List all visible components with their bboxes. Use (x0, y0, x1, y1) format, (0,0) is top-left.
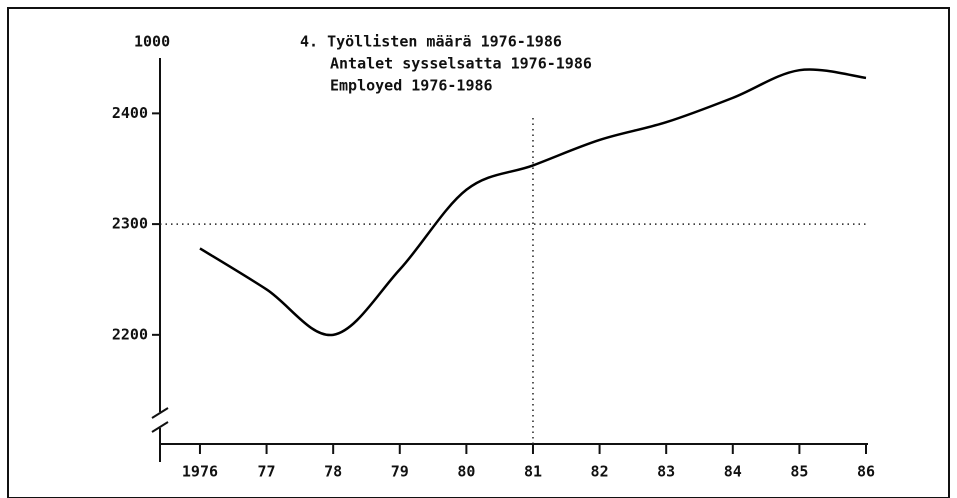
x-tick-label: 84 (724, 463, 742, 481)
line (199, 68, 867, 337)
x-tick-label: 1976 (182, 463, 218, 481)
x-tick-label: 78 (324, 463, 342, 481)
x-tick-label: 83 (657, 463, 675, 481)
x-tick-label: 85 (790, 463, 808, 481)
chart-title: Antalet sysselsatta 1976-1986 (330, 55, 592, 73)
y-axis-label: 1000 (134, 33, 170, 51)
y-tick-label: 2200 (112, 325, 148, 343)
x-tick-label: 86 (857, 463, 875, 481)
y-tick-label: 2400 (112, 104, 148, 122)
x-tick-label: 79 (391, 463, 409, 481)
x-tick-label: 80 (457, 463, 475, 481)
x-tick-label: 81 (524, 463, 542, 481)
axis-break (151, 407, 169, 433)
chart-title: Employed 1976-1986 (330, 77, 493, 95)
x-tick-label: 82 (591, 463, 609, 481)
x-tick-label: 77 (258, 463, 276, 481)
y-tick-label: 2300 (112, 215, 148, 233)
chart-title: 4. Työllisten määrä 1976-1986 (300, 33, 562, 51)
frame (7, 7, 950, 498)
